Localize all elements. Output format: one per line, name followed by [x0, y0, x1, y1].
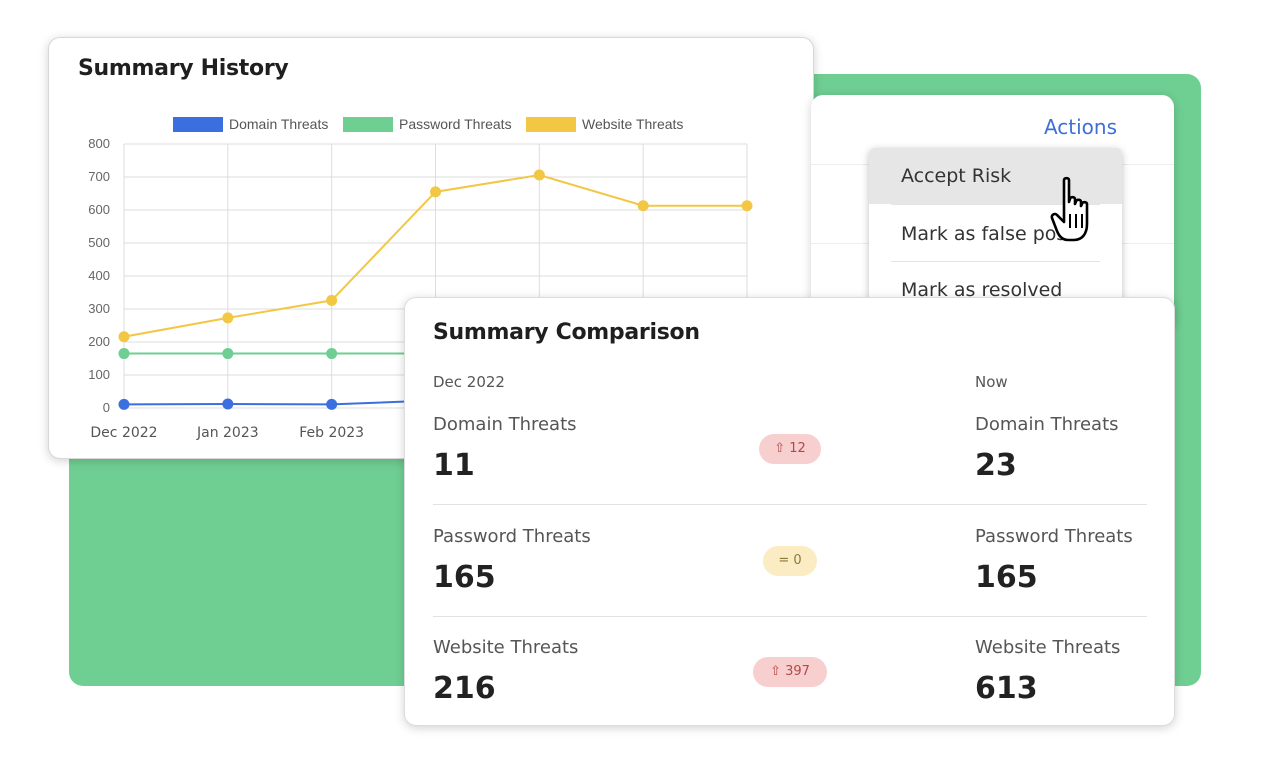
legend-label: Website Threats: [582, 116, 683, 132]
password-threats-now-label: Password Threats: [975, 526, 1133, 547]
menu-divider: [891, 204, 1100, 205]
data-point: [118, 331, 130, 343]
domain-threats-before-label: Domain Threats: [433, 414, 577, 435]
legend-swatch: [173, 117, 223, 132]
data-point: [326, 294, 338, 306]
menu-divider: [891, 261, 1100, 262]
row-divider: [433, 504, 1147, 505]
data-point: [326, 348, 338, 360]
menu-item-mark-false-positive[interactable]: Mark as false posi: [901, 223, 1072, 245]
menu-item-mark-resolved[interactable]: Mark as resolved: [901, 279, 1063, 301]
row-divider: [433, 616, 1147, 617]
password-threats-delta: = 0: [778, 553, 802, 568]
website-threats-delta-badge: ⇧ 397: [753, 657, 827, 687]
before-column-header: Dec 2022: [433, 373, 505, 391]
legend-label: Password Threats: [399, 116, 512, 132]
data-point: [741, 200, 753, 212]
data-point: [222, 348, 234, 360]
data-point: [533, 169, 545, 181]
password-threats-delta-badge: = 0: [763, 546, 817, 576]
website-threats-delta: 397: [785, 664, 810, 679]
summary-history-title: Summary History: [78, 56, 289, 81]
legend-swatch: [526, 117, 576, 132]
domain-threats-now-value: 23: [975, 448, 1017, 483]
data-point: [118, 398, 130, 410]
domain-threats-now-label: Domain Threats: [975, 414, 1119, 435]
y-tick-label: 300: [88, 301, 110, 316]
website-threats-before-label: Website Threats: [433, 637, 579, 658]
domain-threats-delta-badge: ⇧ 12: [759, 434, 821, 464]
y-tick-label: 500: [88, 235, 110, 250]
legend-label: Domain Threats: [229, 116, 328, 132]
y-tick-label: 200: [88, 334, 110, 349]
data-point: [430, 186, 441, 198]
arrow-up-icon: ⇧: [770, 664, 781, 679]
menu-item-accept-risk[interactable]: Accept Risk: [869, 148, 1122, 204]
y-tick-label: 600: [88, 202, 110, 217]
x-tick-label: Dec 2022: [90, 425, 157, 441]
y-tick-label: 800: [88, 136, 110, 151]
y-tick-label: 0: [103, 400, 110, 415]
y-tick-label: 400: [88, 268, 110, 283]
summary-comparison-card: Summary Comparison Dec 2022 Now Domain T…: [404, 297, 1175, 726]
domain-threats-delta: 12: [789, 441, 806, 456]
website-threats-now-value: 613: [975, 671, 1038, 706]
hand-pointer-cursor-icon: [1050, 176, 1089, 242]
data-point: [118, 348, 130, 360]
password-threats-now-value: 165: [975, 560, 1038, 595]
data-point: [637, 200, 649, 212]
now-column-header: Now: [975, 373, 1008, 391]
x-tick-label: Jan 2023: [196, 425, 259, 441]
x-tick-label: Feb 2023: [299, 425, 364, 441]
website-threats-before-value: 216: [433, 671, 496, 706]
password-threats-before-value: 165: [433, 560, 496, 595]
website-threats-now-label: Website Threats: [975, 637, 1121, 658]
domain-threats-before-value: 11: [433, 448, 475, 483]
password-threats-before-label: Password Threats: [433, 526, 591, 547]
data-point: [222, 312, 234, 324]
y-tick-label: 700: [88, 169, 110, 184]
summary-comparison-title: Summary Comparison: [433, 320, 700, 345]
y-tick-label: 100: [88, 367, 110, 382]
actions-header[interactable]: Actions: [1043, 115, 1117, 139]
data-point: [326, 398, 338, 410]
data-point: [222, 398, 234, 410]
arrow-up-icon: ⇧: [774, 441, 786, 456]
legend-swatch: [343, 117, 393, 132]
